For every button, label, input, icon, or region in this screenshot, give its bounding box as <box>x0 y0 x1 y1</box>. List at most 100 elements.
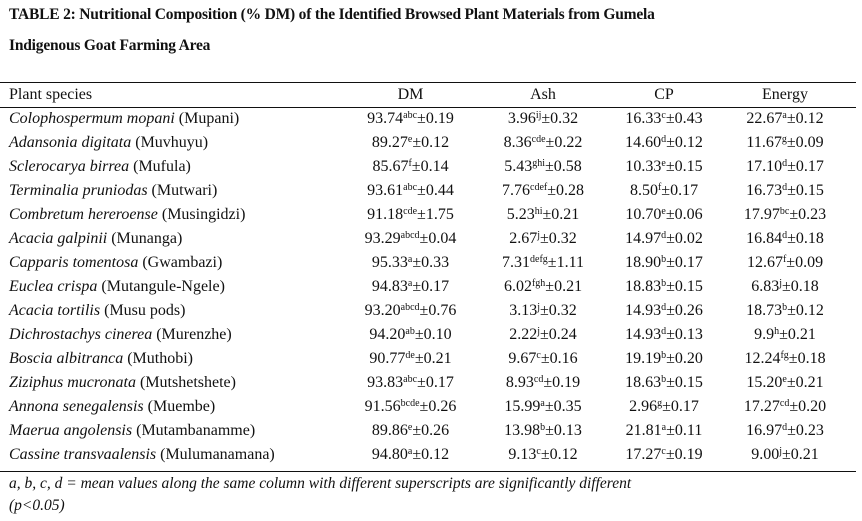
significance-superscript: cdef <box>530 182 548 193</box>
cell-ash: 8.93cd±0.19 <box>478 371 608 395</box>
standard-error: ±0.20 <box>789 398 827 415</box>
cell-energy: 22.67a±0.12 <box>720 107 850 131</box>
cell-ash: 15.99a±0.35 <box>478 395 608 419</box>
standard-error: ±1.75 <box>417 206 454 223</box>
cell-energy: 17.27cd±0.20 <box>720 395 850 419</box>
standard-error: ±0.12 <box>666 134 703 151</box>
cell-energy: 17.97bc±0.23 <box>720 203 850 227</box>
cell-plant-species: Capparis tomentosa (Gwambazi) <box>0 251 343 275</box>
standard-error: ±0.15 <box>666 278 703 295</box>
cell-dm: 94.20ab±0.10 <box>343 323 478 347</box>
mean-value: 8.93 <box>505 374 534 391</box>
scientific-name: Acacia tortilis <box>9 302 101 319</box>
mean-value: 14.93 <box>625 326 662 343</box>
mean-value: 18.90 <box>625 254 662 271</box>
mean-value: 95.33 <box>371 254 408 271</box>
mean-value: 10.70 <box>625 206 662 223</box>
cell-cp: 17.27c±0.19 <box>608 443 720 467</box>
table-row: Ziziphus mucronata (Mutshetshete) 93.83ab… <box>0 371 850 395</box>
scientific-name: Capparis tomentosa <box>9 254 139 271</box>
local-name: (Muembe) <box>147 398 216 415</box>
cell-plant-species: Acacia tortilis (Musu pods) <box>0 299 343 323</box>
standard-error: ±0.76 <box>419 302 457 319</box>
standard-error: ±0.44 <box>417 182 454 199</box>
mean-value: 90.77 <box>369 350 406 367</box>
standard-error: ±0.12 <box>540 446 578 463</box>
header-dm: DM <box>397 86 424 103</box>
header-cp: CP <box>654 86 674 103</box>
cell-plant-species: Sclerocarya birrea (Mufula) <box>0 155 343 179</box>
mean-value: 22.67 <box>746 110 783 127</box>
significance-superscript: cd <box>779 398 790 409</box>
standard-error: ±0.23 <box>789 206 827 223</box>
significance-superscript: ij <box>535 110 542 121</box>
cell-dm: 93.83abc±0.17 <box>343 371 478 395</box>
cell-cp: 18.90b±0.17 <box>608 251 720 275</box>
standard-error: ±0.21 <box>414 350 452 367</box>
significance-superscript: hi <box>534 206 543 217</box>
significance-superscript: e <box>661 158 666 169</box>
cell-cp: 2.96g±0.17 <box>608 395 720 419</box>
standard-error: ±0.12 <box>412 446 450 463</box>
significance-superscript: abc <box>403 110 418 121</box>
table-row: Euclea crispa (Mutangule-Ngele) 94.83a±0.… <box>0 275 850 299</box>
cell-energy: 6.83j±0.18 <box>720 275 850 299</box>
significance-superscript: c <box>536 350 541 361</box>
mean-value: 14.97 <box>625 230 662 247</box>
significance-superscript: de <box>405 350 415 361</box>
significance-superscript: a <box>782 110 787 121</box>
standard-error: ±0.17 <box>787 158 824 175</box>
standard-error: ±1.11 <box>547 254 584 271</box>
cell-plant-species: Cassine transvaalensis (Mulumanamana) <box>0 443 343 467</box>
standard-error: ±0.16 <box>540 350 578 367</box>
significance-superscript: d <box>661 326 667 337</box>
standard-error: ±0.24 <box>540 326 577 343</box>
cell-energy: 11.67g±0.09 <box>720 131 850 155</box>
mean-value: 16.97 <box>746 422 783 439</box>
header-energy: Energy <box>762 86 808 103</box>
cell-cp: 14.60d±0.12 <box>608 131 720 155</box>
cell-dm: 91.56bcde±0.26 <box>343 395 478 419</box>
mean-value: 13.98 <box>504 422 541 439</box>
table-title-line-2: Indigenous Goat Farming Area <box>9 37 211 54</box>
table-bottom-rule <box>0 471 856 472</box>
cell-plant-species: Acacia galpinii (Munanga) <box>0 227 343 251</box>
standard-error: ±0.35 <box>544 398 582 415</box>
mean-value: 93.29 <box>364 230 401 247</box>
standard-error: ±0.17 <box>666 254 703 271</box>
standard-error: ±0.21 <box>542 206 580 223</box>
cell-plant-species: Colophospermum mopani (Mupani) <box>0 107 343 131</box>
mean-value: 8.50 <box>629 182 658 199</box>
standard-error: ±0.13 <box>545 422 582 439</box>
standard-error: ±0.32 <box>541 110 579 127</box>
mean-value: 5.43 <box>504 158 533 175</box>
significance-superscript: cde <box>531 134 546 145</box>
standard-error: ±0.28 <box>547 182 584 199</box>
local-name: (Mutangule-Ngele) <box>101 278 225 295</box>
mean-value: 17.97 <box>743 206 780 223</box>
table-top-rule <box>0 82 856 83</box>
local-name: (Mutwari) <box>151 182 218 199</box>
table-body: Colophospermum mopani (Mupani) 93.74abc±0… <box>0 107 850 467</box>
mean-value: 17.10 <box>746 158 783 175</box>
cell-energy: 12.67f±0.09 <box>720 251 850 275</box>
mean-value: 2.22 <box>509 326 538 343</box>
scientific-name: Euclea crispa <box>9 278 98 295</box>
significance-superscript: a <box>661 422 667 433</box>
cell-energy: 9.00j±0.21 <box>720 443 850 467</box>
footnote-line-1: a, b, c, d = mean values along the same … <box>9 475 632 492</box>
cell-ash: 3.96ij±0.32 <box>478 107 608 131</box>
standard-error: ±0.10 <box>414 326 452 343</box>
mean-value: 93.83 <box>367 374 404 391</box>
mean-value: 18.73 <box>746 302 783 319</box>
significance-superscript: defg <box>530 254 548 265</box>
mean-value: 19.19 <box>625 350 662 367</box>
cell-energy: 9.9h±0.21 <box>720 323 850 347</box>
local-name: (Mulumanamana) <box>160 446 275 463</box>
cell-ash: 5.43ghi±0.58 <box>478 155 608 179</box>
standard-error: ±0.13 <box>666 326 703 343</box>
significance-superscript: fgh <box>531 278 546 289</box>
table-header-row: Plant species DM Ash CP Energy <box>0 83 850 107</box>
significance-superscript: e <box>782 374 787 385</box>
standard-error: ±0.19 <box>543 374 581 391</box>
